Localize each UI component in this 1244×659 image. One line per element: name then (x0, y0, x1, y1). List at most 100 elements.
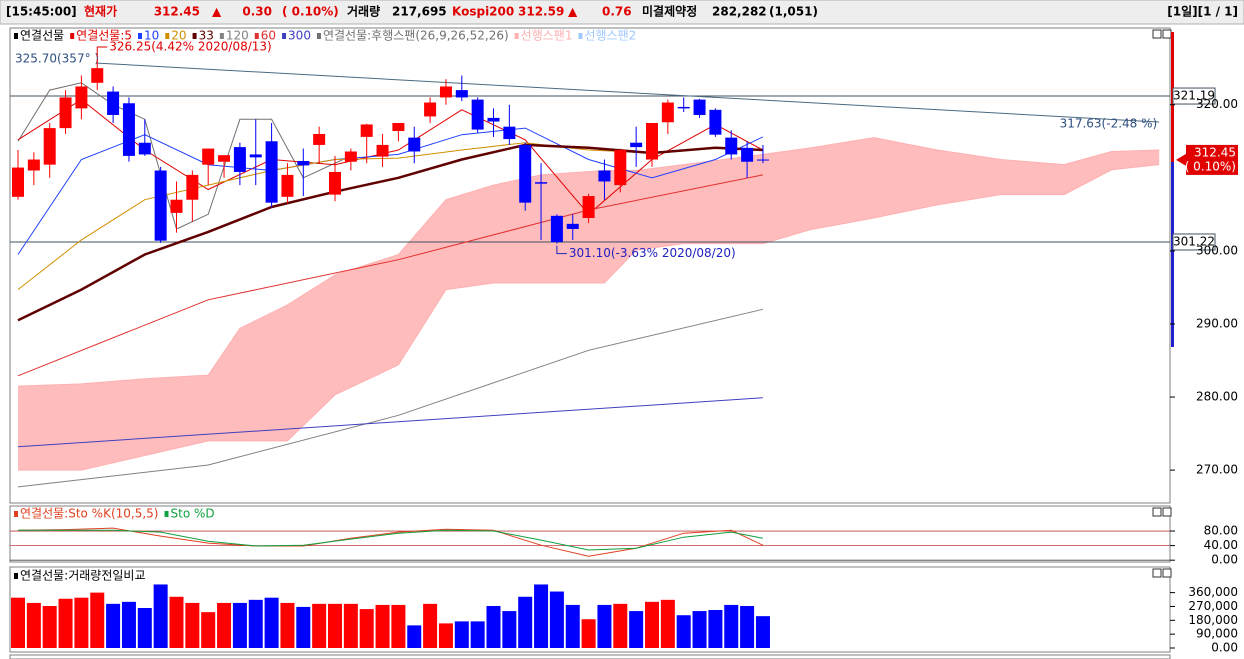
legend-swatch (578, 33, 583, 39)
arrow: ▲ (212, 5, 222, 19)
moving-average (17, 397, 763, 448)
index-value: 312.59 (518, 5, 564, 19)
close-button[interactable] (1162, 568, 1172, 578)
trendline-end-label: 317.63(-2.48 %) (1060, 117, 1158, 131)
candle-body (360, 124, 373, 137)
oi-label: 미결제약정 (642, 4, 697, 19)
max-button[interactable] (1152, 568, 1162, 578)
candle-body (439, 86, 452, 98)
legend-label: 10 (144, 29, 159, 43)
price-pointer (1176, 153, 1186, 166)
volume-label: 거래량 (347, 4, 380, 19)
candle-body (122, 103, 135, 156)
legend-label: 선행스팬2 (584, 28, 636, 43)
volume-bar (248, 599, 263, 648)
hline-label-box (1172, 87, 1216, 105)
candle-body (265, 141, 278, 203)
price-box (1186, 144, 1238, 175)
volume-bar (264, 597, 279, 648)
candle-body (503, 126, 516, 140)
legend-label: 연결선물:Sto %K(10,5,5) (20, 507, 159, 521)
volume-bar (328, 603, 342, 648)
volume-bar (597, 604, 612, 648)
volume-bar (518, 596, 533, 648)
candle-body (677, 106, 690, 109)
hline-label: 301.22 (1173, 234, 1215, 248)
y-tick-label: 270.00 (1196, 463, 1238, 477)
close-button[interactable] (1162, 507, 1172, 517)
volume-bar (613, 603, 628, 648)
page-indicator[interactable]: [1일][1 / 1] (1167, 5, 1238, 19)
volume-bar (58, 598, 73, 648)
high-label: 326.25(4.42% 2020/08/13) (109, 40, 271, 54)
legend-label: 300 (288, 29, 311, 43)
volume-bar (565, 604, 580, 648)
ichimoku-cloud (18, 137, 1160, 471)
candle-body (376, 144, 389, 157)
candle-body (344, 151, 357, 162)
volume-bar (740, 606, 755, 648)
candle-body (756, 159, 769, 161)
stoch-panel (9, 505, 1171, 563)
hline-label: 321.19 (1173, 89, 1215, 103)
candle-body (693, 99, 706, 115)
index-change: 0.76 (602, 5, 632, 19)
candle-body (138, 142, 151, 155)
candle-body (12, 167, 24, 197)
volume-bar (90, 592, 105, 648)
trendline-start-label: 325.70(357° ) (15, 52, 99, 66)
time: [15:45:00] (6, 5, 77, 19)
span2-line (18, 164, 1160, 471)
candle-body (91, 68, 104, 83)
volume-bar (296, 606, 311, 648)
candle-body (43, 128, 56, 165)
candle-body (598, 170, 611, 182)
candle-body (107, 91, 120, 115)
main-panel (9, 27, 1171, 504)
volume-bar (486, 606, 501, 648)
volume-bar (217, 602, 232, 648)
legend-label: Sto %D (171, 507, 215, 521)
span1-line (17, 137, 1160, 387)
volume: 217,695 (392, 5, 447, 19)
candle-body (487, 117, 500, 122)
legend-label: 120 (226, 29, 249, 43)
candle-body (566, 223, 579, 229)
candle-body (27, 159, 40, 171)
legend-swatch (14, 33, 18, 39)
volume-bar (407, 625, 422, 648)
max-button[interactable] (1152, 507, 1162, 517)
candle-body (249, 154, 262, 158)
volume-bar (708, 610, 723, 648)
y-tick-label: 300.00 (1196, 243, 1238, 257)
y-tick-label: 320.00 (1196, 97, 1238, 111)
candle-body (281, 174, 294, 197)
legend-swatch (164, 511, 169, 517)
y-tick-label: 0.00 (1211, 553, 1238, 567)
y-tick-label: 290.00 (1196, 316, 1238, 330)
max-button[interactable] (1152, 29, 1162, 39)
index-label: Kospi200 (452, 5, 514, 19)
candle-body (630, 142, 643, 148)
bottom-panel (9, 654, 1171, 659)
legend-label: 선행스팬1 (521, 28, 573, 43)
candle-body (741, 147, 754, 162)
volume-bar (676, 615, 691, 648)
y-tick-label: 90,000 (1196, 627, 1238, 641)
volume-bar (549, 591, 564, 648)
candle-body (550, 215, 563, 243)
legend-swatch (282, 33, 287, 39)
legend-label: 연결선물:거래량전일비교 (20, 569, 145, 583)
volume-bar (232, 602, 247, 648)
volume-bar (391, 604, 406, 648)
volume-bar (470, 621, 485, 648)
candle-body (709, 109, 722, 135)
index-arrow: ▲ (568, 5, 578, 19)
legend-swatch (514, 33, 519, 39)
price-box-pct: ( 0.10%) (1185, 159, 1236, 173)
close-button[interactable] (1162, 29, 1172, 39)
candle-body (661, 102, 674, 123)
legend-label: 33 (199, 29, 214, 43)
volume-panel (9, 566, 1171, 653)
